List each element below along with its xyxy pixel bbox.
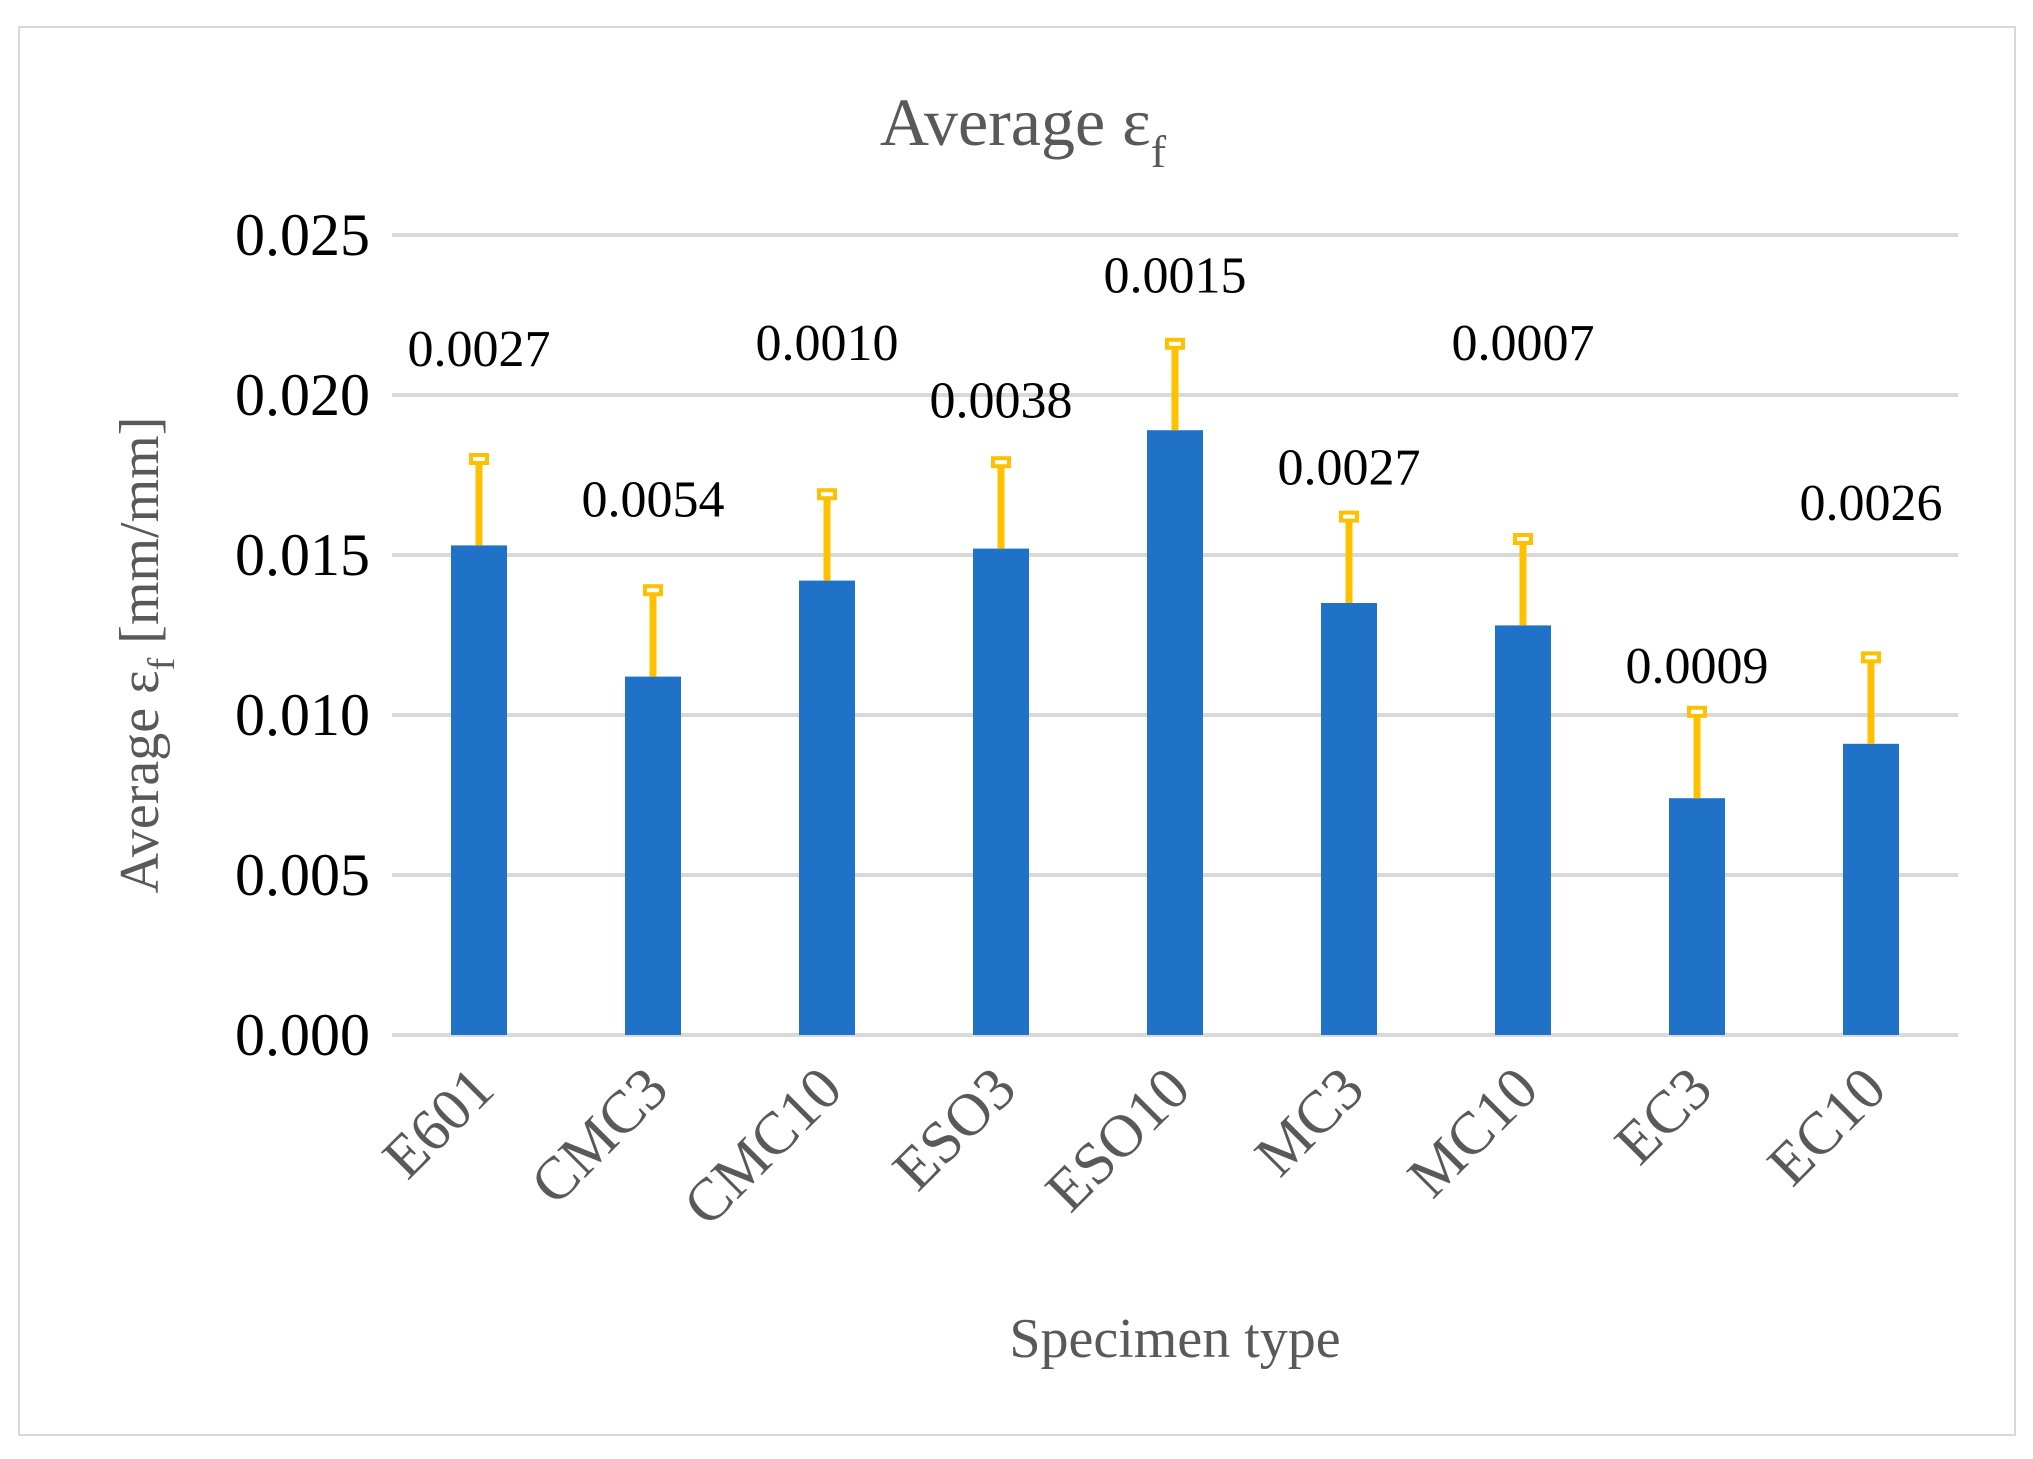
bar bbox=[1843, 743, 1899, 1035]
data-label: 0.0015 bbox=[1104, 248, 1247, 305]
x-tick-label: MC3 bbox=[1242, 1055, 1376, 1189]
error-bar-cap bbox=[643, 584, 663, 597]
y-axis-label-subscript: f bbox=[141, 657, 183, 670]
x-axis-label: Specimen type bbox=[1009, 1308, 1340, 1370]
bar bbox=[799, 580, 855, 1035]
data-label: 0.0054 bbox=[582, 472, 725, 529]
y-tick-label: 0.025 bbox=[235, 202, 370, 268]
y-tick-label: 0.020 bbox=[235, 362, 370, 428]
error-bar-cap bbox=[991, 456, 1011, 469]
y-tick-label: 0.005 bbox=[235, 842, 370, 908]
data-labels: 0.0027 0.0054 0.0010 0.0038 0.0015 0.0027 0.00… bbox=[408, 248, 1943, 695]
error-bar-cap bbox=[1165, 337, 1185, 350]
error-bar-cap bbox=[1861, 651, 1881, 664]
error-bar-cap bbox=[469, 453, 489, 465]
bar bbox=[1669, 798, 1725, 1035]
chart-title-subscript: f bbox=[1151, 126, 1167, 177]
data-label: 0.0009 bbox=[1626, 638, 1769, 695]
y-axis-label-main: Average ε bbox=[109, 670, 171, 893]
bar bbox=[973, 548, 1029, 1035]
x-tick-label: ESO3 bbox=[880, 1055, 1028, 1203]
chart-title: Average εf bbox=[880, 84, 1167, 177]
error-bars bbox=[469, 337, 1881, 799]
y-tick-label: 0.010 bbox=[235, 682, 370, 748]
x-tick-label: ESO10 bbox=[1033, 1055, 1202, 1224]
y-tick-label: 0.000 bbox=[235, 1002, 370, 1068]
x-tick-label: CMC10 bbox=[671, 1055, 854, 1238]
y-tick-label: 0.015 bbox=[235, 522, 370, 588]
y-axis-label-units: [mm/mm] bbox=[109, 417, 171, 658]
bar bbox=[451, 545, 507, 1035]
error-bar-cap bbox=[1687, 705, 1707, 718]
bar bbox=[1147, 430, 1203, 1035]
chart-title-main: Average ε bbox=[880, 84, 1151, 160]
x-tick-label: E601 bbox=[370, 1055, 506, 1191]
data-label: 0.0007 bbox=[1452, 315, 1595, 372]
error-bar-cap bbox=[817, 488, 837, 501]
x-tick-label: EC10 bbox=[1755, 1055, 1898, 1198]
bar bbox=[1495, 625, 1551, 1035]
bars bbox=[451, 430, 1899, 1035]
bar bbox=[625, 676, 681, 1035]
data-label: 0.0038 bbox=[930, 372, 1073, 429]
error-bar-cap bbox=[1513, 533, 1533, 545]
y-axis-ticks: 0.000 0.005 0.010 0.015 0.020 0.025 bbox=[235, 202, 370, 1068]
data-label: 0.0026 bbox=[1800, 475, 1943, 532]
error-bar-cap bbox=[1339, 510, 1359, 523]
y-axis-label: Average εf [mm/mm] bbox=[109, 417, 183, 894]
x-tick-label: CMC3 bbox=[518, 1055, 680, 1217]
bar bbox=[1321, 603, 1377, 1035]
x-tick-label: MC10 bbox=[1395, 1055, 1550, 1210]
data-label: 0.0027 bbox=[1278, 440, 1421, 497]
data-label: 0.0027 bbox=[408, 321, 551, 378]
data-label: 0.0010 bbox=[756, 315, 899, 372]
x-tick-label: EC3 bbox=[1602, 1055, 1724, 1177]
